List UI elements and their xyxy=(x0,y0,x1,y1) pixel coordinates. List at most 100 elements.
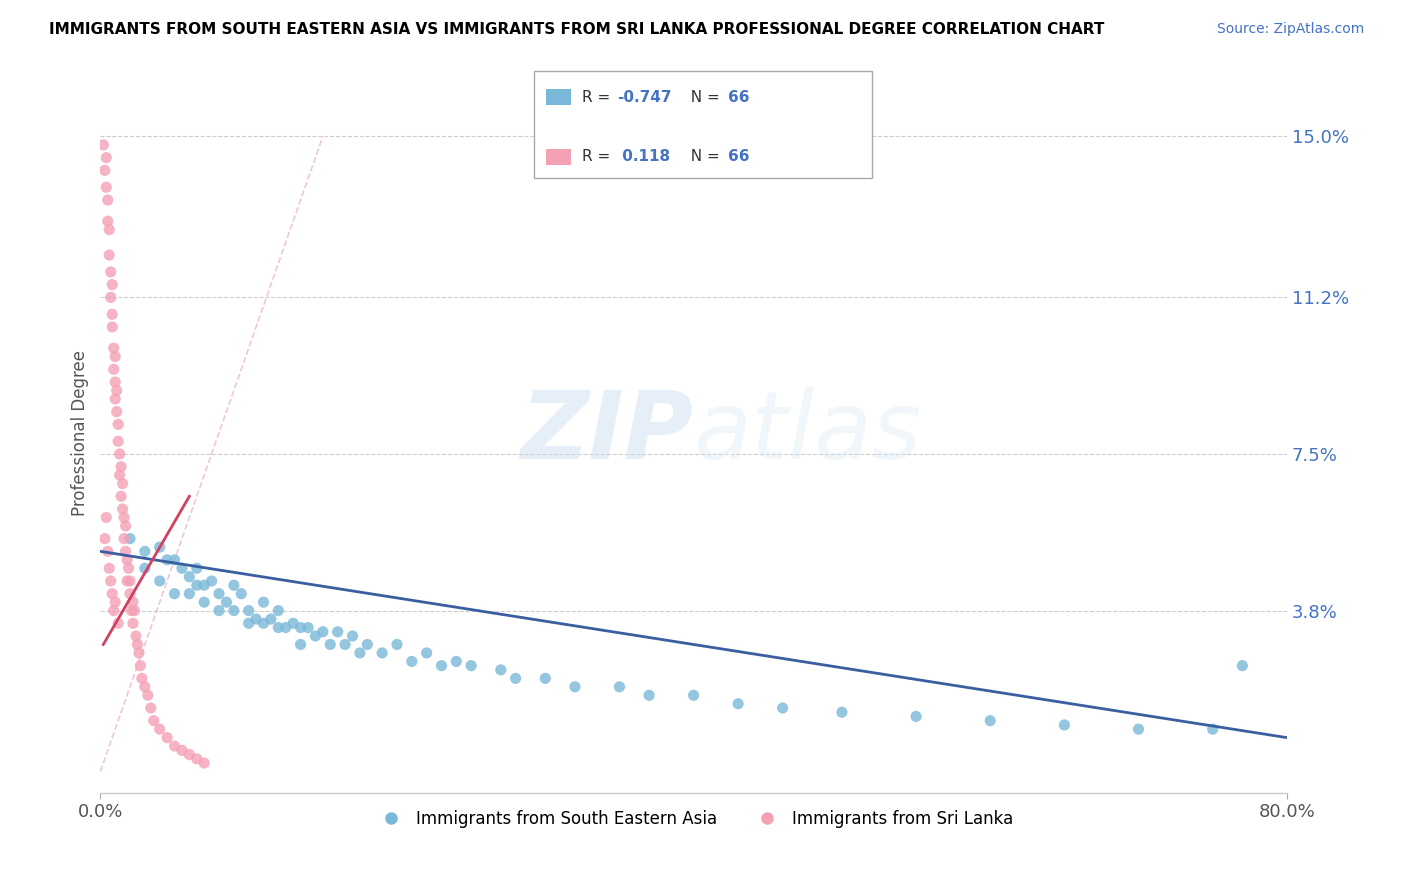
Point xyxy=(105,404,128,418)
Point xyxy=(208,587,231,601)
Point xyxy=(193,595,215,609)
Point xyxy=(101,587,124,601)
Point xyxy=(342,629,364,643)
Point xyxy=(415,646,437,660)
Text: 66: 66 xyxy=(728,90,749,104)
Point xyxy=(446,655,468,669)
Text: IMMIGRANTS FROM SOUTH EASTERN ASIA VS IMMIGRANTS FROM SRI LANKA PROFESSIONAL DEG: IMMIGRANTS FROM SOUTH EASTERN ASIA VS IM… xyxy=(49,22,1105,37)
Point xyxy=(186,578,208,592)
Point xyxy=(105,384,128,398)
Point xyxy=(100,290,122,304)
Point xyxy=(638,688,661,702)
Point xyxy=(94,163,117,178)
Point xyxy=(117,561,139,575)
Point xyxy=(1128,722,1150,736)
Point xyxy=(170,561,193,575)
Point xyxy=(1232,658,1254,673)
Point xyxy=(110,489,132,503)
Point xyxy=(118,587,141,601)
Point xyxy=(98,561,121,575)
Point xyxy=(163,553,186,567)
Point xyxy=(238,604,260,618)
Text: -0.747: -0.747 xyxy=(617,90,672,104)
Point xyxy=(356,638,378,652)
Point xyxy=(124,604,146,618)
Point xyxy=(115,574,138,588)
Text: atlas: atlas xyxy=(693,387,922,478)
Point xyxy=(104,375,127,389)
Point xyxy=(831,705,853,719)
Point xyxy=(682,688,704,702)
Point xyxy=(297,621,319,635)
Point xyxy=(97,214,120,228)
Point xyxy=(319,638,342,652)
Point xyxy=(97,193,120,207)
Point xyxy=(122,595,145,609)
Point xyxy=(609,680,631,694)
Point xyxy=(129,658,152,673)
Point xyxy=(96,510,118,524)
Point xyxy=(139,701,162,715)
Point xyxy=(371,646,394,660)
Point xyxy=(108,468,131,483)
Point xyxy=(136,688,159,702)
Point xyxy=(134,561,156,575)
Point xyxy=(115,553,138,567)
Point xyxy=(121,604,143,618)
Point xyxy=(727,697,749,711)
Point xyxy=(215,595,238,609)
Point xyxy=(149,722,172,736)
Point xyxy=(304,629,326,643)
Point xyxy=(772,701,794,715)
Point xyxy=(98,222,121,236)
Point xyxy=(149,574,172,588)
Point xyxy=(489,663,512,677)
Point xyxy=(905,709,928,723)
Point xyxy=(193,578,215,592)
Point xyxy=(103,341,125,355)
Point xyxy=(111,502,134,516)
Point xyxy=(1202,722,1225,736)
Point xyxy=(112,510,135,524)
Point xyxy=(110,459,132,474)
Point xyxy=(156,731,179,745)
Point xyxy=(252,595,274,609)
Point xyxy=(179,587,201,601)
Point xyxy=(96,151,118,165)
Point xyxy=(290,621,312,635)
Point xyxy=(283,616,305,631)
Point xyxy=(193,756,215,770)
Point xyxy=(231,587,253,601)
Point xyxy=(186,752,208,766)
Text: ZIP: ZIP xyxy=(520,387,693,479)
Point xyxy=(112,532,135,546)
Text: N =: N = xyxy=(681,150,724,164)
Point xyxy=(97,544,120,558)
Legend: Immigrants from South Eastern Asia, Immigrants from Sri Lanka: Immigrants from South Eastern Asia, Immi… xyxy=(367,804,1019,835)
Point xyxy=(252,616,274,631)
Point xyxy=(125,629,148,643)
Point xyxy=(430,658,453,673)
Text: R =: R = xyxy=(582,150,616,164)
Point xyxy=(127,638,149,652)
Point xyxy=(385,638,408,652)
Point xyxy=(122,616,145,631)
Point xyxy=(149,540,172,554)
Point xyxy=(222,604,245,618)
Point xyxy=(104,350,127,364)
Point xyxy=(118,574,141,588)
Point xyxy=(100,265,122,279)
Point xyxy=(979,714,1001,728)
Point xyxy=(460,658,482,673)
Point xyxy=(186,561,208,575)
Point xyxy=(222,578,245,592)
Point xyxy=(163,587,186,601)
Text: R =: R = xyxy=(582,90,616,104)
Point xyxy=(267,604,290,618)
Point xyxy=(104,392,127,406)
Point xyxy=(505,671,527,685)
Point xyxy=(170,743,193,757)
Point xyxy=(107,616,129,631)
Point xyxy=(114,544,136,558)
Point xyxy=(564,680,586,694)
